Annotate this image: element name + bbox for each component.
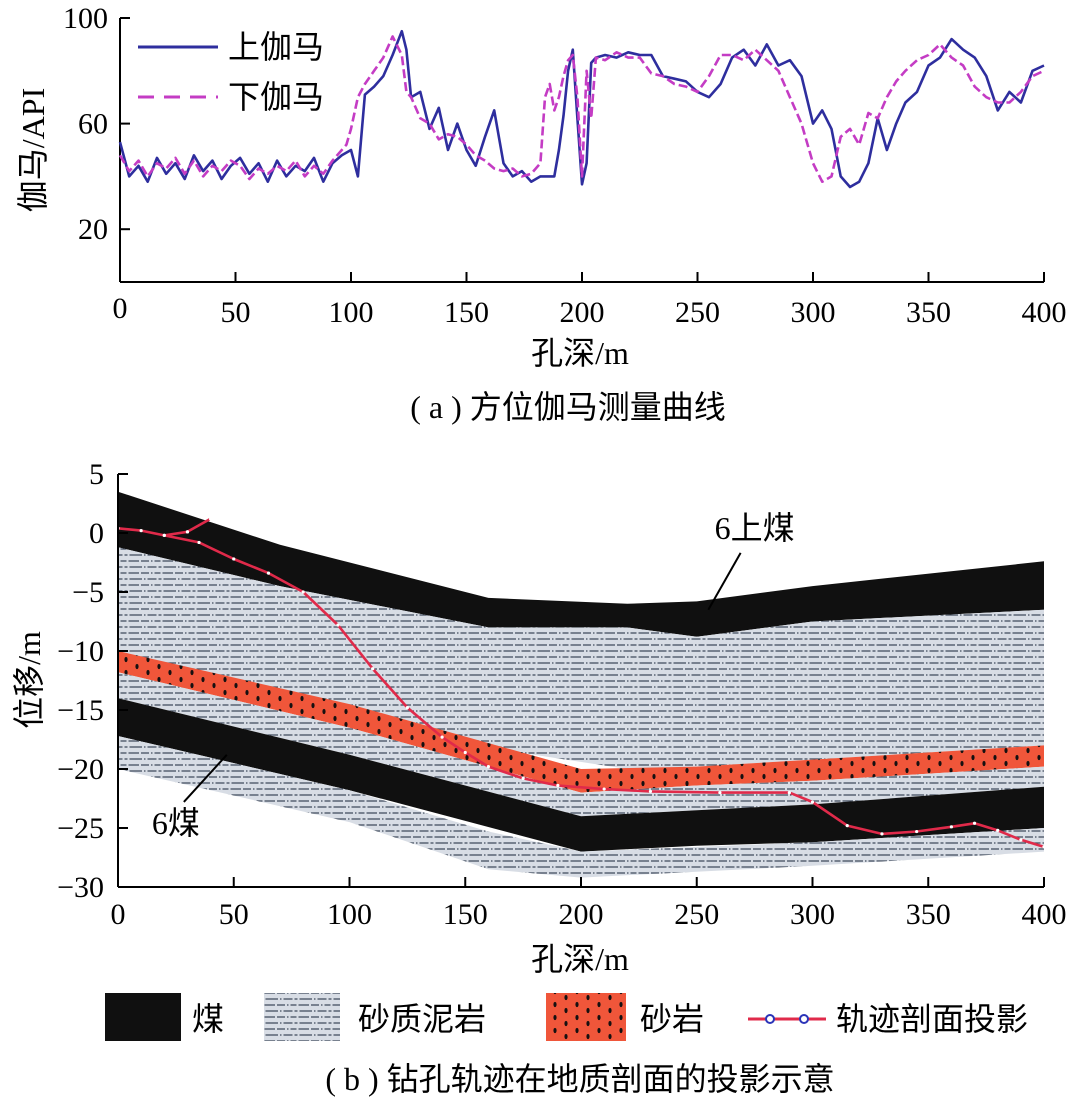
panel-b-y-ticks: 5 0 −5 −10 −15 −20 −25 −30 xyxy=(57,458,128,904)
panel-b-y-tick-label: −25 xyxy=(57,812,104,845)
trajectory-point xyxy=(266,571,271,575)
panel-b-y-tick-label: 0 xyxy=(89,517,104,550)
panel-a-x-tick-label: 100 xyxy=(329,296,374,329)
panel-a-x-tick-label: 250 xyxy=(675,296,720,329)
panel-a-x-tick-label: 150 xyxy=(444,296,489,329)
annotation-leader-line xyxy=(707,552,742,611)
trajectory-point xyxy=(197,540,201,545)
panel-b-legend: 煤 砂质泥岩 砂岩 轨迹剖面投影 xyxy=(105,993,1028,1041)
panel-a-y-ticks: 20 60 100 xyxy=(63,2,130,246)
series-line-lower-gamma xyxy=(118,35,1045,183)
trajectory-point xyxy=(556,783,560,788)
panel-b-y-tick-label: −20 xyxy=(57,753,104,786)
trajectory-point xyxy=(301,590,305,594)
panel-a-legend: 上伽马 下伽马 xyxy=(138,29,324,115)
panel-b-y-tick-label: 5 xyxy=(89,458,104,491)
trajectory-point xyxy=(463,750,467,755)
panel-a-y-tick-label: 100 xyxy=(63,2,108,35)
trajectory-point xyxy=(648,789,653,794)
panel-a-x-tick-label: 50 xyxy=(221,296,251,329)
trajectory-point xyxy=(949,825,954,829)
trajectory-point xyxy=(209,517,213,521)
layer-mudstone-1 xyxy=(118,547,1044,769)
layer-coal-0 xyxy=(118,491,1044,637)
legend-swatch-coal xyxy=(105,993,181,1041)
panel-b-x-tick-label: 100 xyxy=(327,898,372,931)
legend-label-mudstone: 砂质泥岩 xyxy=(358,1001,486,1037)
trajectory-point xyxy=(440,735,444,739)
trajectory-point xyxy=(787,791,791,795)
legend-label-coal: 煤 xyxy=(192,1001,224,1037)
panel-b-y-tick-label: −30 xyxy=(57,871,104,904)
legend-label-upper-gamma: 上伽马 xyxy=(228,29,324,65)
panel-b-y-tick-label: −5 xyxy=(72,576,104,609)
trajectory-point xyxy=(602,787,606,791)
trajectory-point xyxy=(810,800,815,804)
legend-label-trajectory: 轨迹剖面投影 xyxy=(836,1001,1028,1037)
trajectory-point xyxy=(1042,845,1046,849)
panel-a-x-tick-label: 400 xyxy=(1022,296,1067,329)
panel-b-x-tick-label: 200 xyxy=(559,898,604,931)
trajectory-point xyxy=(371,667,375,671)
panel-b-x-tick-label: 250 xyxy=(674,898,719,931)
panel-b-x-axis-label: 孔深/m xyxy=(531,941,629,977)
trajectory-point xyxy=(996,828,1000,832)
panel-b-caption: ( b ) 钻孔轨迹在地质剖面的投影示意 xyxy=(325,1061,834,1097)
panel-a-series xyxy=(118,29,1045,189)
legend-swatch-sandstone xyxy=(546,993,626,1041)
panel-a-caption: ( a ) 方位伽马测量曲线 xyxy=(410,389,726,425)
panel-b-x-tick-label: 300 xyxy=(790,898,835,931)
trajectory-point xyxy=(162,533,166,537)
trajectory-point xyxy=(880,832,884,836)
trajectory-point xyxy=(405,706,409,710)
legend-swatch-mudstone xyxy=(264,993,340,1041)
panel-b-y-axis-label: 位移/m xyxy=(11,631,47,729)
trajectory-point xyxy=(915,829,919,834)
panel-a-x-tick-label: 300 xyxy=(791,296,836,329)
legend-label-lower-gamma: 下伽马 xyxy=(228,79,324,115)
panel-a-gamma-chart: 0 50 100 150 200 250 300 350 400 20 60 100 上伽马 下伽马… xyxy=(15,2,1067,425)
panel-b-x-tick-label: 350 xyxy=(906,898,951,931)
trajectory-line xyxy=(117,517,1045,849)
trajectory-point xyxy=(139,529,143,533)
panel-b-annotations: 6上煤 6煤 xyxy=(152,510,795,841)
trajectory-point xyxy=(972,821,977,825)
panel-b-x-tick-label: 400 xyxy=(1022,898,1067,931)
trajectory-point xyxy=(718,791,722,795)
trajectory-point xyxy=(486,765,490,769)
annotation-label: 6煤 xyxy=(152,805,200,841)
panel-a-x-tick-label: 350 xyxy=(906,296,951,329)
trajectory-point xyxy=(232,557,236,561)
panel-a-x-ticks: 0 50 100 150 200 250 300 350 400 xyxy=(113,272,1067,329)
panel-b-trajectory xyxy=(116,517,1046,849)
panel-b-x-tick-label: 150 xyxy=(443,898,488,931)
panel-a-x-tick-label: 0 xyxy=(113,292,128,325)
panel-b-geology-section: 0 50 100 150 200 250 300 350 400 50−5−10−15−20−2… xyxy=(11,458,1067,1097)
annotation-label: 6上煤 xyxy=(715,510,795,546)
trajectory-point xyxy=(336,623,340,627)
panel-b-x-tick-label: 0 xyxy=(111,898,126,931)
panel-a-y-axis-label: 伽马/API xyxy=(15,88,51,212)
panel-b-y-tick-label: −10 xyxy=(57,635,104,668)
panel-a-x-tick-label: 200 xyxy=(560,296,605,329)
panel-b-layers xyxy=(118,491,1044,878)
trajectory-point xyxy=(521,776,525,781)
panel-a-y-tick-label: 20 xyxy=(78,213,108,246)
panel-a-x-axis-label: 孔深/m xyxy=(531,335,629,371)
panel-a-y-tick-label: 60 xyxy=(78,108,108,141)
annotation-leader-line xyxy=(183,754,228,803)
layer-coal-4 xyxy=(118,698,1044,852)
legend-label-sandstone: 砂岩 xyxy=(640,1001,704,1037)
layer-mudstone-5 xyxy=(118,736,1044,878)
trajectory-point xyxy=(845,824,849,828)
trajectory-point xyxy=(1019,838,1023,842)
trajectory-point xyxy=(185,530,190,534)
panel-b-y-tick-label: −15 xyxy=(57,694,104,727)
panel-b-x-ticks: 0 50 100 150 200 250 300 350 400 xyxy=(111,877,1067,931)
legend-swatch-trajectory xyxy=(748,1014,826,1024)
panel-b-x-tick-label: 50 xyxy=(219,898,249,931)
